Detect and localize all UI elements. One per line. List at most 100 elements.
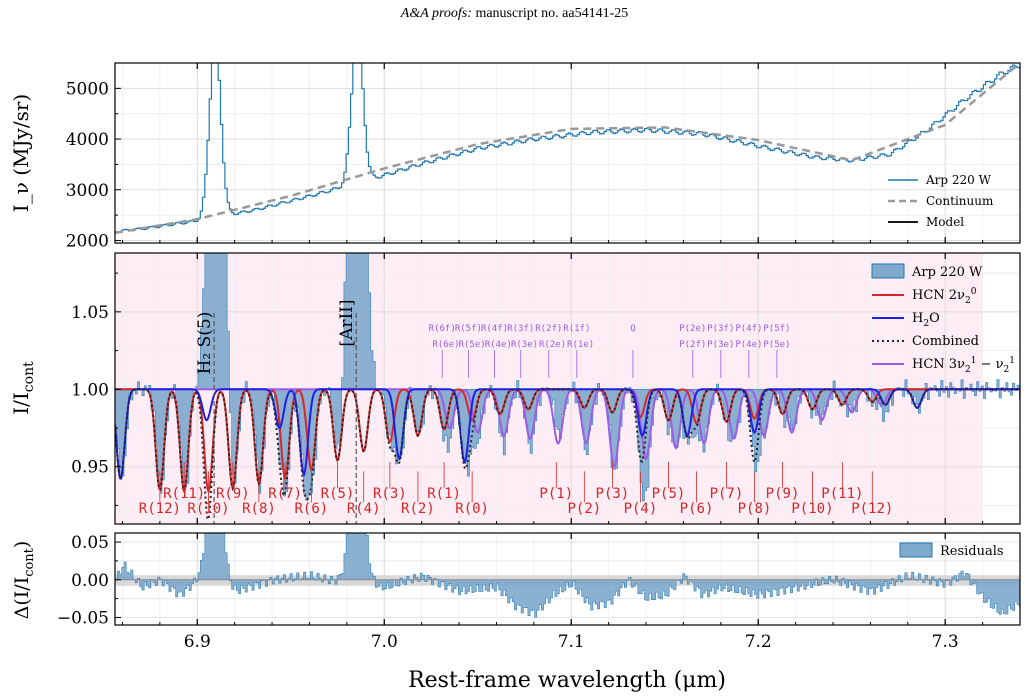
mid-line-labels: H₂ S(5) [ArII]R(12) R(10) R(8) R(6) R(4) R(2) R… (139, 299, 893, 524)
x-tick-label: 7.1 (558, 632, 585, 652)
branch-label: R(5) (321, 486, 355, 502)
hot-band-label: P(2f) (679, 340, 706, 350)
branch-label: P(5) (652, 486, 686, 502)
branch-label: R(4) (347, 501, 381, 517)
emission-line-label: [ArII] (337, 299, 357, 346)
y-tick-label: 2000 (66, 231, 109, 251)
branch-label: R(7) (268, 486, 302, 502)
hot-band-label: P(5e) (763, 340, 790, 350)
mid-ylabel: I/Icont (9, 361, 37, 415)
top-legend: Arp 220 W Continuum Model (888, 173, 994, 229)
branch-label: P(3) (596, 486, 630, 502)
hot-band-label: P(5f) (763, 324, 790, 334)
branch-label: P(2) (567, 501, 601, 517)
legend-arp-label: Arp 220 W (925, 173, 992, 187)
residuals-panel: 0.05 0.00 −0.05 6.9 7.0 7.1 7.2 7.3 Δ(I/Icont)… (11, 532, 1021, 693)
legend-continuum-label: Continuum (926, 194, 994, 208)
hot-band-label: R(3f) (507, 324, 534, 334)
hot-band-label: R(2f) (535, 324, 562, 334)
y-tick-label: 5000 (66, 79, 109, 99)
branch-label: P(8) (738, 501, 772, 517)
x-tick-label: 7.2 (745, 632, 772, 652)
legend-residuals-label: Residuals (940, 544, 1004, 559)
continuum-line (115, 63, 1020, 235)
branch-label: P(9) (766, 486, 800, 502)
hot-band-label: R(2e) (539, 340, 566, 350)
residuals-fill (115, 533, 1020, 618)
branch-label: R(10) (187, 501, 229, 517)
y-tick-label: 0.05 (71, 533, 109, 553)
top-plot-area (115, 63, 1020, 235)
legend-arp-mid-label: Arp 220 W (911, 265, 983, 280)
page-header: A&A proofs: manuscript no. aa54141-25 (0, 6, 1029, 22)
hot-band-label: P(4f) (735, 324, 762, 334)
branch-label: P(1) (539, 486, 573, 502)
manuscript-number: manuscript no. aa54141-25 (475, 6, 629, 21)
top-ylabel: I_ν (MJy/sr) (9, 94, 33, 212)
bot-xticks: 6.9 7.0 7.1 7.2 7.3 (121, 533, 1021, 652)
bot-ylabel: Δ(I/Icont) (11, 541, 37, 620)
y-tick-label: 0.00 (71, 571, 109, 591)
y-tick-label: −0.05 (57, 608, 109, 628)
legend-arp-mid-swatch (871, 263, 905, 279)
combined-line (115, 388, 1020, 521)
branch-label: P(11) (821, 486, 863, 502)
top-xticks (121, 63, 1021, 243)
branch-label: P(12) (851, 501, 893, 517)
hot-band-label: R(5f) (455, 324, 482, 334)
hot-band-label: P(2e) (679, 324, 706, 334)
hot-band-label: P(3e) (707, 340, 734, 350)
bot-plot-area (115, 533, 1020, 618)
legend-combined-label: Combined (912, 334, 979, 349)
branch-label: R(6) (294, 501, 328, 517)
legend-model-label: Model (926, 215, 964, 229)
top-frame (114, 62, 1021, 244)
arp220w-step-line (115, 63, 1020, 233)
spectrum-panel: 2000 3000 4000 5000 I_ν (MJy/sr) Arp 220 W … (9, 62, 1021, 251)
branch-label: R(0) (455, 501, 489, 517)
hot-band-label: R(3e) (511, 340, 538, 350)
y-tick-label: 4000 (66, 130, 109, 150)
hot-band-label: R(4e) (485, 340, 512, 350)
x-tick-label: 7.0 (371, 632, 398, 652)
hot-band-label: R(6e) (432, 340, 459, 350)
branch-label: R(3) (373, 486, 407, 502)
y-tick-label: 1.00 (71, 380, 109, 400)
legend-h2o-label: H2O (912, 311, 940, 329)
hot-band-label: Q (630, 324, 635, 334)
top-yticks: 2000 3000 4000 5000 (66, 79, 121, 251)
top-grid (115, 63, 1021, 243)
hot-band-label: R(5e) (459, 340, 486, 350)
branch-label: R(2) (401, 501, 435, 517)
bot-yticks: 0.05 0.00 −0.05 (57, 533, 121, 628)
y-tick-label: 0.95 (71, 458, 109, 478)
x-axis-label: Rest-frame wavelength (μm) (408, 668, 726, 693)
branch-label: P(10) (791, 501, 833, 517)
branch-label: R(12) (139, 501, 181, 517)
y-tick-label: 3000 (66, 181, 109, 201)
mid-xticks (121, 253, 1021, 524)
mid-plot-area (115, 253, 1020, 521)
mid-frame (114, 252, 1021, 525)
hot-band-label: R(1f) (563, 324, 590, 334)
branch-label: R(11) (163, 486, 205, 502)
hot-band-label: R(6f) (429, 324, 456, 334)
hot-band-label: R(4f) (481, 324, 508, 334)
branch-label: P(6) (680, 501, 714, 517)
bot-frame (114, 532, 1021, 626)
hot-band-label: R(1e) (567, 340, 594, 350)
emission-line-label: H₂ S(5) (195, 312, 215, 375)
legend-residuals-swatch (899, 542, 933, 558)
branch-label: R(9) (216, 486, 250, 502)
journal-name: A&A proofs: (400, 6, 472, 21)
bot-legend: Residuals (899, 542, 1004, 559)
mid-legend: Arp 220 W HCN 2ν20 H2O Combined HCN 3ν21… (871, 263, 1015, 375)
mid-yticks: 0.95 1.00 1.05 (71, 272, 121, 506)
normalized-panel: H₂ S(5) [ArII]R(12) R(10) R(8) R(6) R(4) R(2) R… (9, 252, 1021, 525)
x-tick-label: 6.9 (184, 632, 211, 652)
branch-label: P(7) (710, 486, 744, 502)
hot-band-label: P(4e) (735, 340, 762, 350)
branch-label: R(1) (427, 486, 461, 502)
x-tick-label: 7.3 (932, 632, 959, 652)
